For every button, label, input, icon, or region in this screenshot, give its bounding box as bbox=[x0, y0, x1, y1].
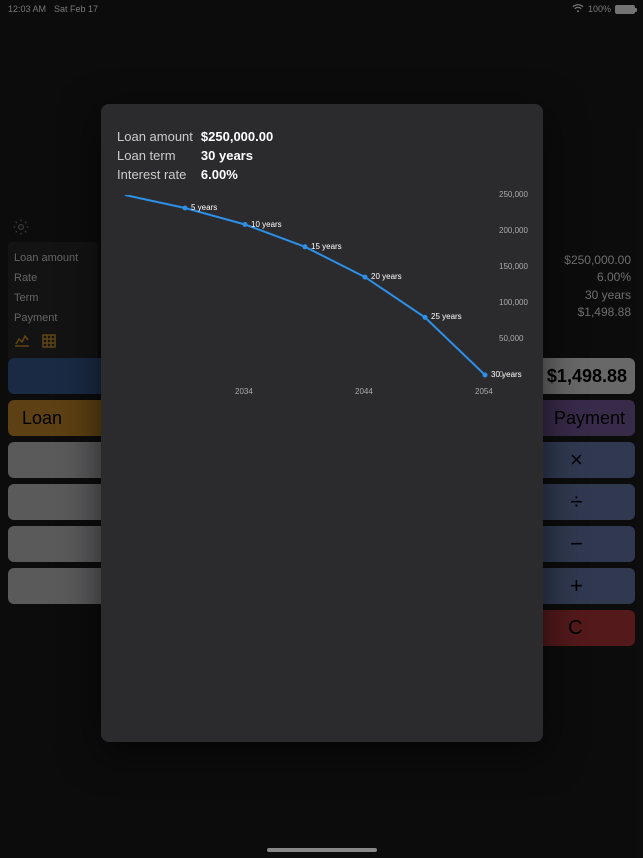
chart-point-label: 30 years bbox=[491, 370, 522, 379]
interest-rate-label: Interest rate bbox=[117, 166, 199, 183]
chart-y-tick: 100,000 bbox=[499, 298, 528, 307]
home-indicator[interactable] bbox=[267, 848, 377, 852]
balance-chart: 5 years 10 years 15 years 20 years 25 years 3… bbox=[115, 195, 529, 405]
chart-point bbox=[363, 275, 368, 280]
chart-point-label: 20 years bbox=[371, 272, 402, 281]
modal-header: Loan amount $250,000.00 Loan term 30 yea… bbox=[115, 126, 529, 185]
chart-point bbox=[423, 315, 428, 320]
chart-point-label: 5 years bbox=[191, 203, 217, 212]
chart-point-label: 15 years bbox=[311, 242, 342, 251]
chart-point bbox=[303, 244, 308, 249]
chart-point-label: 25 years bbox=[431, 312, 462, 321]
chart-y-tick: 150,000 bbox=[499, 262, 528, 271]
chart-svg bbox=[115, 195, 529, 395]
chart-point bbox=[243, 222, 248, 227]
chart-modal: Loan amount $250,000.00 Loan term 30 yea… bbox=[101, 104, 543, 742]
chart-y-tick: 50,000 bbox=[499, 334, 523, 343]
interest-rate-value: 6.00% bbox=[201, 166, 279, 183]
chart-y-tick: 250,000 bbox=[499, 190, 528, 199]
chart-line bbox=[125, 195, 485, 375]
chart-point bbox=[483, 373, 488, 378]
chart-x-tick: 2044 bbox=[355, 387, 373, 396]
chart-point bbox=[183, 206, 188, 211]
loan-amount-label: Loan amount bbox=[117, 128, 199, 145]
chart-point-label: 10 years bbox=[251, 220, 282, 229]
chart-x-tick: 2034 bbox=[235, 387, 253, 396]
chart-x-tick: 2054 bbox=[475, 387, 493, 396]
loan-amount-value: $250,000.00 bbox=[201, 128, 279, 145]
chart-y-tick: 0 bbox=[499, 370, 503, 379]
loan-term-label: Loan term bbox=[117, 147, 199, 164]
chart-y-tick: 200,000 bbox=[499, 226, 528, 235]
loan-term-value: 30 years bbox=[201, 147, 279, 164]
